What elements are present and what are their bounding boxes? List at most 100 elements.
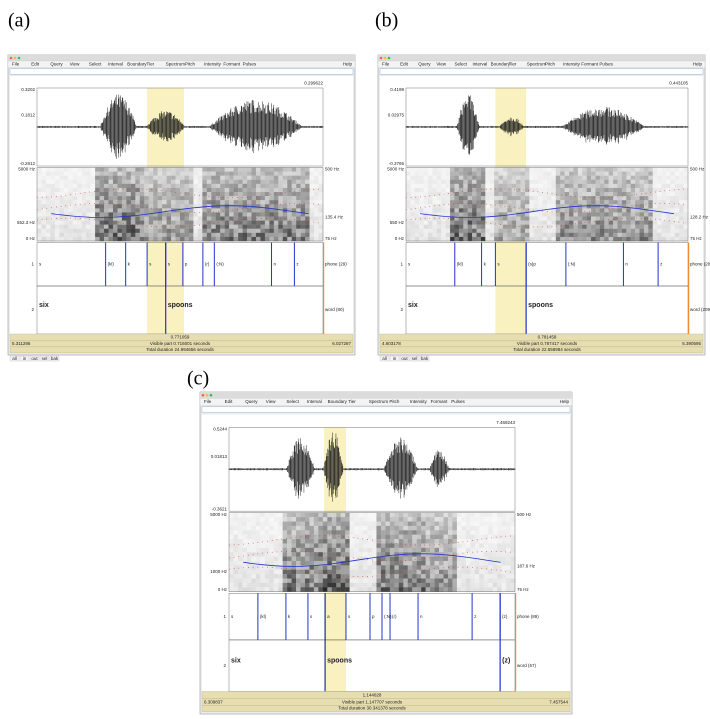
spectrogram-cell [198, 180, 203, 184]
zoom-button-label[interactable]: bak [421, 356, 429, 361]
menu-item[interactable]: Spectrum [166, 61, 186, 66]
spectrogram-cell [556, 233, 561, 237]
menu-item[interactable]: Query [418, 61, 431, 66]
spectrogram-cell [229, 212, 234, 216]
zoom-button-label[interactable]: all [12, 356, 17, 361]
total-duration: Total duration 22.558984 seconds [513, 347, 581, 352]
menu-item[interactable]: File [204, 399, 212, 404]
menu-item[interactable]: Select [89, 61, 102, 66]
spectrogram-cell [171, 233, 176, 237]
spectrogram-cell [470, 570, 475, 575]
spectrogram-cell [327, 557, 332, 562]
menu-item[interactable]: Formant [431, 399, 449, 404]
menu-item[interactable]: Pulses [243, 61, 257, 66]
spectrogram-cell [644, 192, 649, 196]
spectrogram-cell [394, 530, 399, 535]
spectrogram-cell [109, 192, 114, 196]
menu-item[interactable]: Intensity [410, 399, 428, 404]
menu-item[interactable]: Help [560, 399, 570, 404]
spectrogram-cell [269, 212, 274, 216]
spectrogram-cell [162, 184, 167, 188]
zoom-button-label[interactable]: in [23, 356, 27, 361]
spectrogram-cell [184, 237, 189, 241]
menu-item[interactable]: Boundary [328, 399, 348, 404]
spectrogram-cell [613, 200, 618, 204]
spectrogram-cell [310, 233, 315, 237]
menu-item[interactable]: Edit [31, 61, 40, 66]
spectrogram-cell [287, 188, 292, 192]
spectrogram-cell [256, 587, 261, 592]
spectrogram-cell [287, 200, 292, 204]
menu-item[interactable]: Interval [108, 61, 123, 66]
menu-item[interactable]: View [70, 61, 80, 66]
word-label: six [408, 302, 418, 309]
spectrogram-cell [256, 513, 261, 518]
menu-item[interactable]: Edit [225, 399, 234, 404]
menu-item[interactable]: Help [693, 61, 703, 66]
menu-item[interactable]: File [12, 61, 20, 66]
menu-item[interactable]: Pitch [545, 61, 556, 66]
spectrogram-cell [247, 200, 252, 204]
menu-item[interactable]: View [266, 399, 276, 404]
zoom-button-label[interactable]: in [393, 356, 397, 361]
menu-item[interactable]: Query [245, 399, 258, 404]
zoom-button-label[interactable]: bak [51, 356, 59, 361]
spectrogram-cell [265, 208, 270, 212]
spectrogram-cell [390, 578, 395, 583]
menu-item[interactable]: Edit [400, 61, 409, 66]
menu-item[interactable]: Tier [509, 61, 517, 66]
spectrogram-cell [556, 196, 561, 200]
menu-item[interactable]: Spectrum [527, 61, 547, 66]
spectrogram-cell [394, 526, 399, 531]
spectrogram-cell [256, 574, 261, 579]
zoom-button-label[interactable]: sel [42, 356, 48, 361]
spectrogram-cell [135, 192, 140, 196]
zoom-button-label[interactable]: all [382, 356, 387, 361]
spectrogram-cell [278, 543, 283, 548]
menu-item[interactable]: Formant [223, 61, 241, 66]
menu-item[interactable]: Boundary [127, 61, 147, 66]
spectrogram-cell [229, 237, 234, 241]
menu-item[interactable]: Help [343, 61, 353, 66]
menu-item[interactable]: Select [286, 399, 299, 404]
menu-item[interactable]: Tier [147, 61, 155, 66]
menu-item[interactable]: Boundary [491, 61, 511, 66]
spectrogram-cell [202, 184, 207, 188]
menu-item[interactable]: Select [454, 61, 467, 66]
menu-item[interactable]: Spectrum [369, 399, 389, 404]
zoom-button-label[interactable]: out [31, 356, 38, 361]
menu-item[interactable]: Pulses [451, 399, 465, 404]
menu-item[interactable]: View [436, 61, 446, 66]
spectrogram-cell [421, 565, 426, 570]
menu-item[interactable]: Pitch [185, 61, 196, 66]
spectrogram-cell [435, 517, 440, 522]
spectrogram-cell [494, 204, 499, 208]
spectrogram-cell [269, 196, 274, 200]
menu-item[interactable]: Interval [307, 399, 322, 404]
zoom-button-label[interactable]: out [401, 356, 408, 361]
menu-item[interactable]: Query [50, 61, 63, 66]
zoom-button-label[interactable]: sel [412, 356, 418, 361]
menu-item[interactable]: File [382, 61, 390, 66]
spectrogram-cell [461, 526, 466, 531]
spectrogram-cell [481, 196, 486, 200]
spectrogram-cell [410, 184, 415, 188]
menu-item[interactable]: Pitch [389, 399, 400, 404]
spectrogram-cell [432, 172, 437, 176]
menu-item[interactable]: Pulses [599, 61, 613, 66]
spectrogram-cell [341, 578, 346, 583]
menu-item[interactable]: Formant [581, 61, 599, 66]
spectrogram-cell [354, 522, 359, 527]
spectrogram-cell [430, 561, 435, 566]
spectrogram-cell [238, 229, 243, 233]
spectrogram-cell [140, 176, 145, 180]
menu-item[interactable]: Intensity [563, 61, 581, 66]
menu-item[interactable]: Tier [348, 399, 356, 404]
spectrogram-cell [283, 526, 288, 531]
spectrogram-cell [274, 583, 279, 588]
spectrogram-cell [604, 229, 609, 233]
menu-item[interactable]: Intensity [204, 61, 222, 66]
menu-item[interactable]: Interval [473, 61, 488, 66]
spectrogram-cell [648, 196, 653, 200]
spectrogram-cell [283, 513, 288, 518]
